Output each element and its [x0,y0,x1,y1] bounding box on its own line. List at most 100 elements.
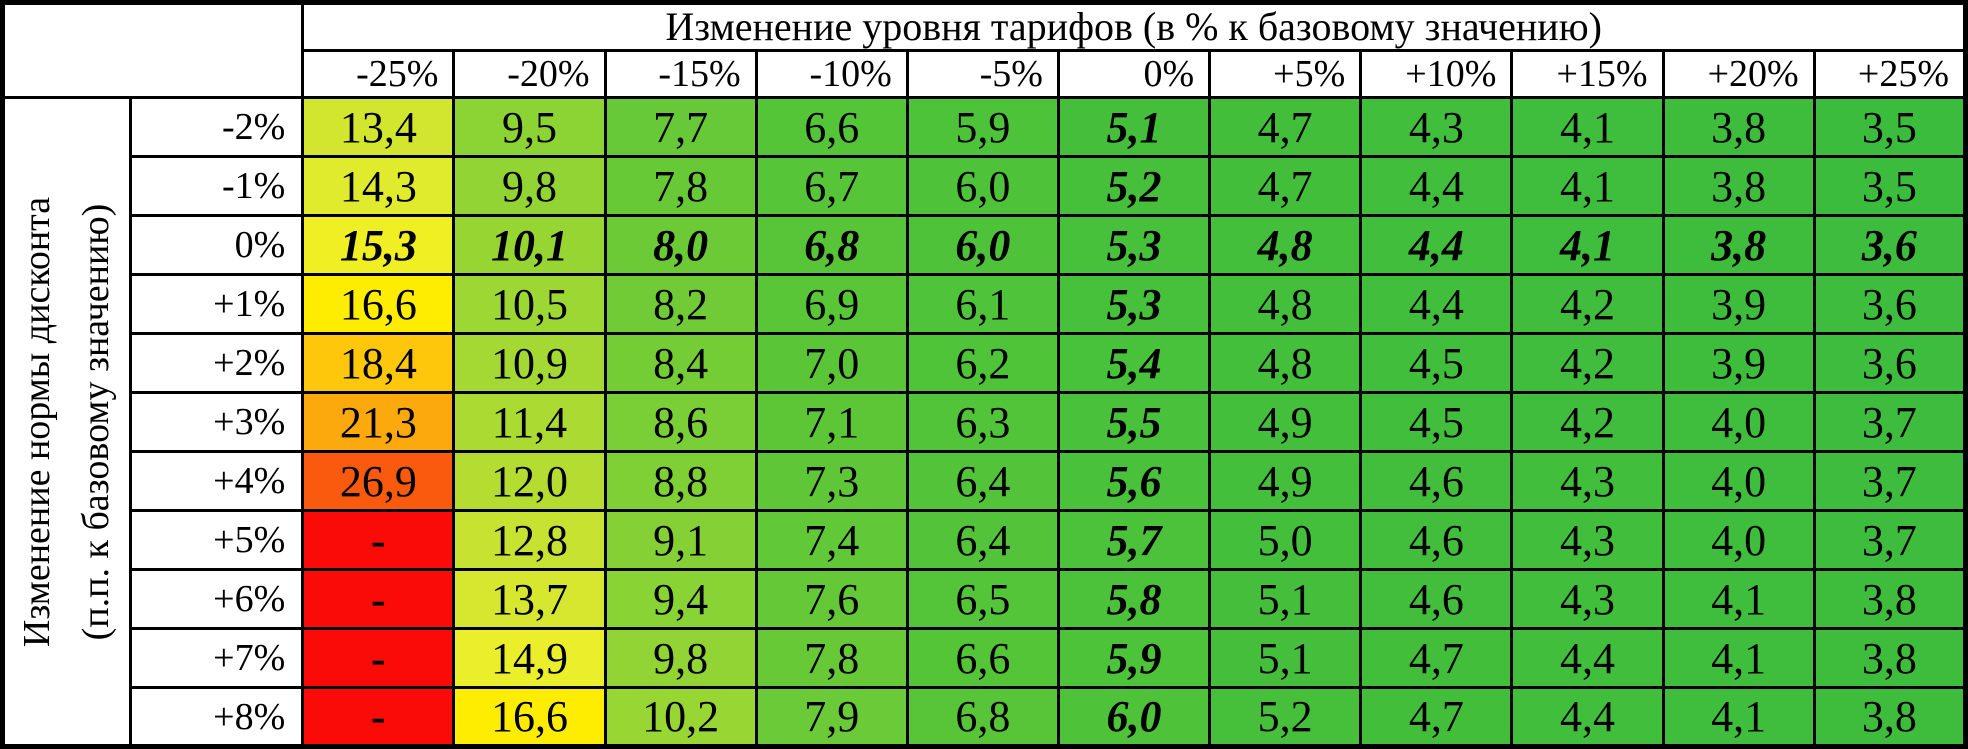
col-header-cell: -25% [301,49,456,99]
row-header-cell: +7% [129,627,305,689]
heatmap-value-cell: 6,2 [905,332,1060,394]
heatmap-value-cell: 3,8 [1661,214,1816,276]
heatmap-value-cell: 4,9 [1208,391,1363,453]
heatmap-value-cell: 6,8 [905,686,1060,748]
heatmap-value-cell: 6,6 [905,627,1060,689]
heatmap-value-cell: 10,2 [603,686,758,748]
heatmap-value-cell: 4,5 [1359,332,1514,394]
heatmap-value-cell: 5,9 [1056,627,1212,689]
table-row: Изменение нормы дисконта (п.п. к базовому… [0,96,1968,748]
heatmap-value-cell: 10,1 [452,214,607,276]
heatmap-value-cell: 6,3 [905,391,1060,453]
heatmap-value-cell: 3,6 [1812,273,1968,335]
heatmap-value-cell: 4,4 [1359,214,1514,276]
heatmap-value-cell: 4,4 [1510,627,1665,689]
heatmap-value-cell: 5,3 [1056,214,1212,276]
heatmap-value-cell: 4,6 [1359,509,1514,571]
heatmap-value-cell: 10,5 [452,273,607,335]
heatmap-value-cell: 4,2 [1510,332,1665,394]
heatmap-value-cell: 7,1 [754,391,909,453]
table-row: -1% 14,3 9,8 7,8 6,7 6,0 5,2 4,7 4,4 4,1 3,8 3,5 [3,155,1968,217]
heatmap-value-cell: 6,4 [905,450,1060,512]
heatmap-value-cell: 6,7 [754,155,909,217]
heatmap-value-cell: 4,1 [1510,214,1665,276]
heatmap-value-cell: 4,8 [1208,332,1363,394]
table-row: +3% 21,3 11,4 8,6 7,1 6,3 5,5 4,9 4,5 4,2 4,0 3,7 [3,391,1968,453]
heatmap-value-cell: 3,8 [1812,627,1968,689]
heatmap-value-cell: 8,4 [603,332,758,394]
col-header-cell: -20% [452,49,607,99]
table-row: +2% 18,4 10,9 8,4 7,0 6,2 5,4 4,8 4,5 4,2 3,9 3,6 [3,332,1968,394]
heatmap-value-cell: 5,3 [1056,273,1212,335]
heatmap-value-cell: 4,6 [1359,450,1514,512]
heatmap-value-cell: 3,7 [1812,450,1968,512]
heatmap-value-cell: 5,0 [1208,509,1363,571]
heatmap-value-cell: 3,8 [1812,568,1968,630]
row-header-cell: +6% [129,568,305,630]
heatmap-value-cell: 4,4 [1359,155,1514,217]
heatmap-value-cell: 4,3 [1510,568,1665,630]
column-header-row: -25% -20% -15% -10% -5% 0% +5% +10% +15% +20% +25% [3,49,1968,99]
heatmap-value-cell: 4,0 [1661,450,1816,512]
table-row: +6% -13,7 9,4 7,6 6,5 5,8 5,1 4,6 4,3 4,1 3,8 [3,568,1968,630]
heatmap-value-cell: 6,6 [754,96,909,158]
heatmap-value-cell: 14,9 [452,627,607,689]
heatmap-value-cell: 3,8 [1661,155,1816,217]
heatmap-value-cell: 4,9 [1208,450,1363,512]
heatmap-value-cell: 6,8 [754,214,909,276]
heatmap-value-cell: 6,0 [1056,686,1212,748]
table-row: +5% -12,8 9,1 7,4 6,4 5,7 5,0 4,6 4,3 4,0 3,7 [3,509,1968,571]
heatmap-value-cell: 5,8 [1056,568,1212,630]
row-header-cell: +3% [129,391,305,453]
missing-value-cell: - [301,686,456,748]
heatmap-value-cell: 4,1 [1510,96,1665,158]
col-header-cell: -5% [905,49,1060,99]
heatmap-value-cell: 5,2 [1208,686,1363,748]
heatmap-value-cell: 4,8 [1208,214,1363,276]
heatmap-value-cell: 6,5 [905,568,1060,630]
heatmap-value-cell: 7,3 [754,450,909,512]
heatmap-value-cell: 12,8 [452,509,607,571]
heatmap-value-cell: 6,1 [905,273,1060,335]
row-axis-title-line: (п.п. к базовому значению) [75,203,118,640]
heatmap-value-cell: 3,5 [1812,96,1968,158]
heatmap-value-cell: 4,1 [1510,155,1665,217]
heatmap-value-cell: 3,9 [1661,273,1816,335]
heatmap-value-cell: 5,9 [905,96,1060,158]
table-row: +8% -16,6 10,2 7,9 6,8 6,0 5,2 4,7 4,4 4,1 3,8 [3,686,1968,748]
table-row: +4% 26,9 12,0 8,8 7,3 6,4 5,6 4,9 4,6 4,3 4,0 3,7 [3,450,1968,512]
heatmap-value-cell: 3,7 [1812,391,1968,453]
heatmap-value-cell: 3,8 [1661,96,1816,158]
heatmap-value-cell: 5,1 [1208,627,1363,689]
row-header-cell: +1% [129,273,305,335]
heatmap-value-cell: 18,4 [301,332,456,394]
col-header-cell: -15% [603,49,758,99]
heatmap-value-cell: 4,2 [1510,273,1665,335]
heatmap-value-cell: 4,8 [1208,273,1363,335]
heatmap-value-cell: 7,9 [754,686,909,748]
heatmap-value-cell: 21,3 [301,391,456,453]
heatmap-value-cell: 7,7 [603,96,758,158]
heatmap-value-cell: 4,7 [1359,686,1514,748]
heatmap-value-cell: 5,5 [1056,391,1212,453]
heatmap-value-cell: 4,0 [1661,391,1816,453]
heatmap-value-cell: 4,1 [1661,686,1816,748]
row-header-cell: +4% [129,450,305,512]
heatmap-value-cell: 4,4 [1359,273,1514,335]
heatmap-value-cell: 4,4 [1510,686,1665,748]
corner-cell [0,1,305,99]
missing-value-cell: - [301,568,456,630]
heatmap-value-cell: 9,4 [603,568,758,630]
heatmap-value-cell: 13,4 [301,96,456,158]
row-header-cell: 0% [129,214,305,276]
heatmap-value-cell: 3,7 [1812,509,1968,571]
heatmap-value-cell: 8,6 [603,391,758,453]
heatmap-value-cell: 4,3 [1359,96,1514,158]
heatmap-value-cell: 9,1 [603,509,758,571]
heatmap-value-cell: 4,7 [1208,96,1363,158]
heatmap-value-cell: 5,2 [1056,155,1212,217]
heatmap-value-cell: 4,5 [1359,391,1514,453]
heatmap-value-cell: 16,6 [452,686,607,748]
heatmap-value-cell: 10,9 [452,332,607,394]
